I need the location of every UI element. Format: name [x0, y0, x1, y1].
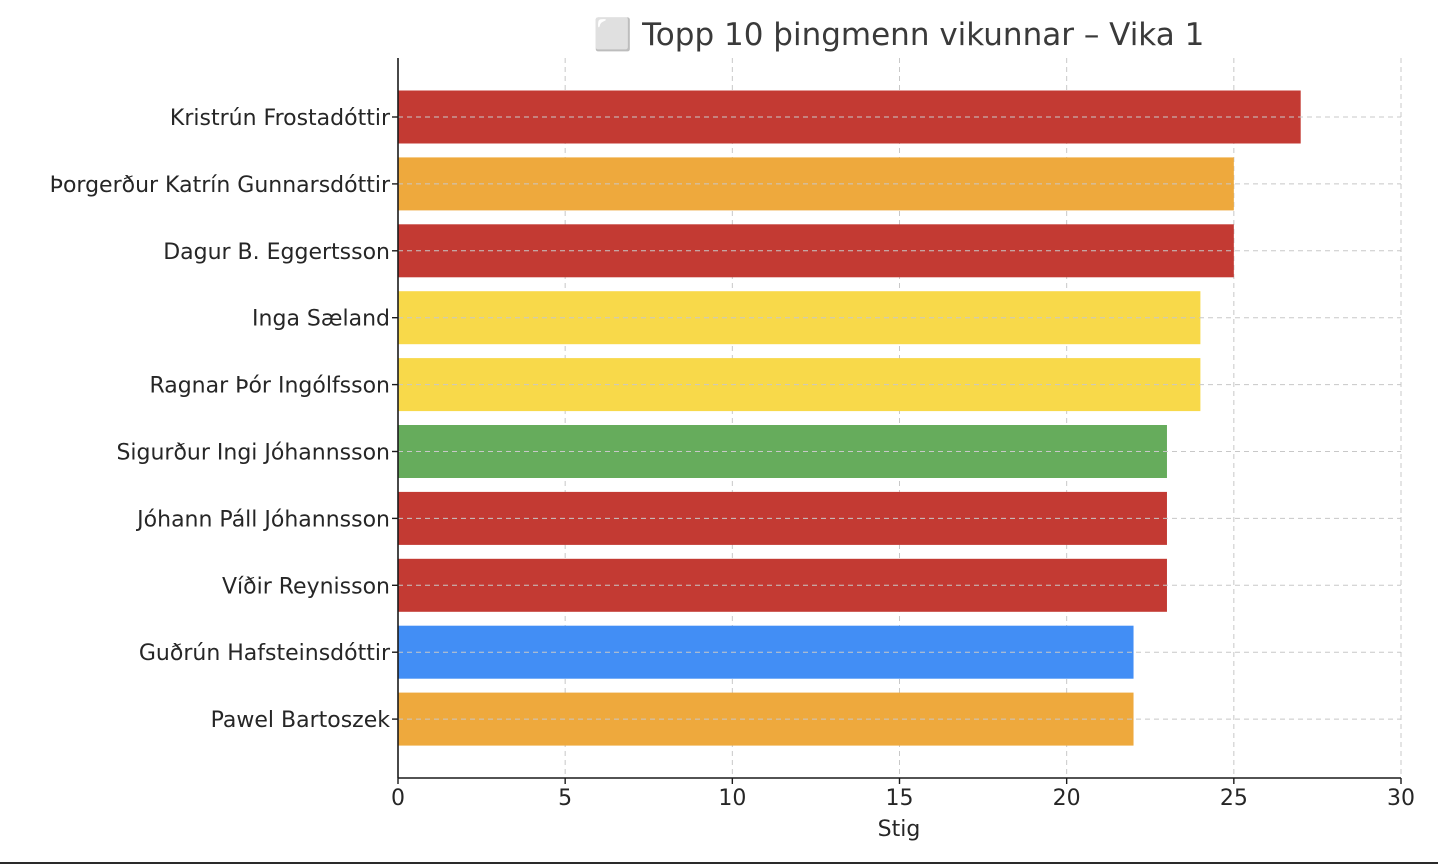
x-tick-label: 0 [391, 786, 405, 811]
bar [398, 425, 1167, 478]
axes [392, 58, 1402, 784]
bar [398, 558, 1167, 612]
chart-title: ⬜ Topp 10 þingmenn vikunnar – Vika 1 [594, 16, 1205, 53]
x-tick-label: 30 [1387, 786, 1415, 811]
x-tick-label: 5 [558, 786, 572, 811]
bar [398, 491, 1167, 545]
bars [398, 90, 1401, 746]
labels: Kristrún Frostadóttir Þorgerður Katrín Gu… [50, 106, 1415, 811]
x-tick-label: 10 [718, 786, 746, 811]
category-label: Sigurður Ingi Jóhannsson [116, 441, 390, 466]
x-tick-label: 20 [1053, 786, 1081, 811]
x-tick-label: 25 [1220, 786, 1248, 811]
category-label: Pawel Bartoszek [211, 708, 391, 733]
x-tick-label: 15 [886, 786, 914, 811]
category-label: Dagur B. Eggertsson [163, 240, 390, 265]
category-label: Þorgerður Katrín Gunnarsdóttir [50, 173, 391, 198]
category-label: Kristrún Frostadóttir [170, 106, 391, 131]
category-label: Guðrún Hafsteinsdóttir [139, 641, 391, 666]
category-label: Ragnar Þór Ingólfsson [149, 374, 390, 399]
category-label: Jóhann Páll Jóhannsson [135, 507, 390, 532]
category-label: Inga Sæland [252, 307, 390, 332]
category-label: Víðir Reynisson [222, 574, 390, 599]
x-axis-label: Stig [878, 817, 921, 842]
